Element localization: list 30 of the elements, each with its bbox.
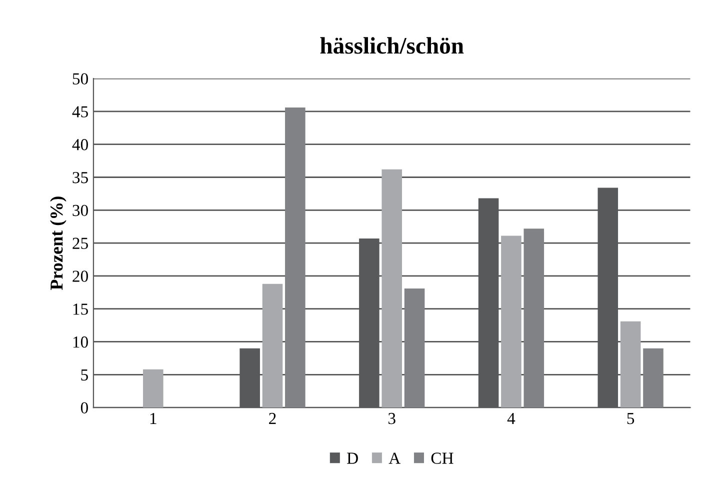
- y-tick-label: 30: [72, 204, 88, 216]
- y-tick-label: 50: [72, 73, 88, 85]
- y-tick-label: 25: [72, 238, 88, 249]
- bar: [143, 369, 164, 408]
- legend-label: A: [388, 452, 401, 464]
- legend-label: CH: [431, 452, 454, 464]
- x-tick-label: 4: [507, 412, 516, 424]
- legend-label: D: [347, 452, 358, 464]
- x-tick-label: 1: [150, 412, 156, 424]
- bar: [262, 284, 283, 408]
- bar: [620, 321, 641, 408]
- y-tick-label: 15: [73, 304, 88, 315]
- bar: [404, 288, 425, 408]
- y-tick-label: 45: [72, 106, 88, 118]
- y-tick-label: 40: [72, 139, 88, 150]
- x-tick-label: 2: [269, 412, 276, 424]
- y-tick-label: 10: [73, 336, 88, 348]
- x-tick-label: 3: [388, 412, 396, 424]
- x-tick-label: 5: [627, 413, 634, 424]
- bar: [382, 169, 402, 408]
- bar: [501, 236, 522, 408]
- bar: [285, 108, 306, 408]
- chart-title: hässlich/schön: [320, 37, 464, 54]
- y-axis-title: Prozent (%): [50, 196, 66, 290]
- y-tick-label: 35: [72, 172, 88, 184]
- y-tick-label: 20: [72, 270, 88, 282]
- y-tick-label: 5: [81, 370, 88, 381]
- bar: [524, 228, 544, 408]
- y-tick-label: 0: [80, 402, 88, 414]
- bar: [643, 348, 664, 408]
